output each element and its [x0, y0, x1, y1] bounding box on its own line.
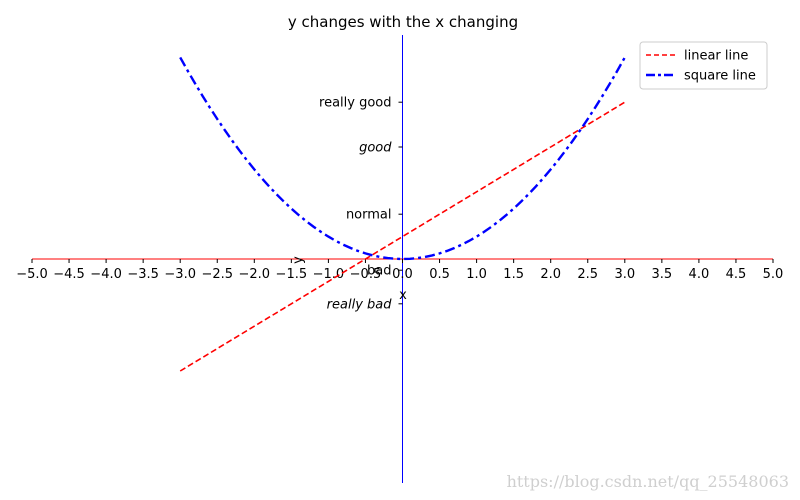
- x-tick-label: 3.5: [652, 267, 673, 282]
- y-tick-label: bad: [367, 264, 391, 279]
- y-axis-label: y: [291, 256, 306, 264]
- x-axis-ticks: −5.0 −4.5 −4.0 −3.5 −3.0 −2.5 −2.0 −1.5 −1.0 −0.5…: [16, 259, 783, 282]
- y-tick-label: good: [359, 141, 392, 156]
- x-tick-label: 2.0: [540, 267, 561, 282]
- legend-label-square-line: square line: [684, 69, 756, 84]
- x-tick-label: −0.5: [350, 267, 382, 282]
- x-tick-label: −5.0: [16, 267, 48, 282]
- y-tick-label: really bad: [327, 297, 393, 312]
- x-tick-label: 1.5: [503, 267, 524, 282]
- x-axis-label: x: [399, 288, 407, 303]
- y-tick-label: really good: [319, 96, 391, 111]
- x-tick-label: −4.0: [90, 267, 122, 282]
- x-tick-label: −1.0: [313, 267, 345, 282]
- x-tick-label: 4.5: [726, 267, 747, 282]
- x-tick-label: 1.0: [466, 267, 487, 282]
- series-line-square-line: [179, 56, 626, 261]
- x-tick-label: 3.0: [614, 267, 635, 282]
- chart-title: y changes with the x changing: [288, 13, 518, 31]
- x-tick-label: −3.0: [164, 267, 196, 282]
- x-tick-label: 5.0: [763, 267, 784, 282]
- x-tick-label: −2.0: [239, 267, 271, 282]
- x-tick-label: 0.5: [429, 267, 450, 282]
- legend-label-linear-line: linear line: [684, 49, 748, 64]
- y-axis-ticks: really bad bad normal good really good: [319, 96, 403, 312]
- y-tick-label: normal: [346, 208, 392, 223]
- series-line-linear-line: [179, 101, 626, 372]
- x-tick-label: 2.5: [577, 267, 598, 282]
- legend-frame: [639, 41, 768, 90]
- x-tick-label: −4.5: [53, 267, 85, 282]
- x-tick-label: −1.5: [276, 267, 308, 282]
- watermark: https://blog.csdn.net/qq_25548063: [507, 472, 789, 491]
- x-tick-label: −3.5: [127, 267, 159, 282]
- legend: linear line square line: [639, 41, 768, 90]
- series-group: [179, 56, 626, 372]
- x-tick-label: 4.0: [689, 267, 710, 282]
- x-tick-label: −2.5: [201, 267, 233, 282]
- x-tick-label: 0.0: [392, 267, 413, 282]
